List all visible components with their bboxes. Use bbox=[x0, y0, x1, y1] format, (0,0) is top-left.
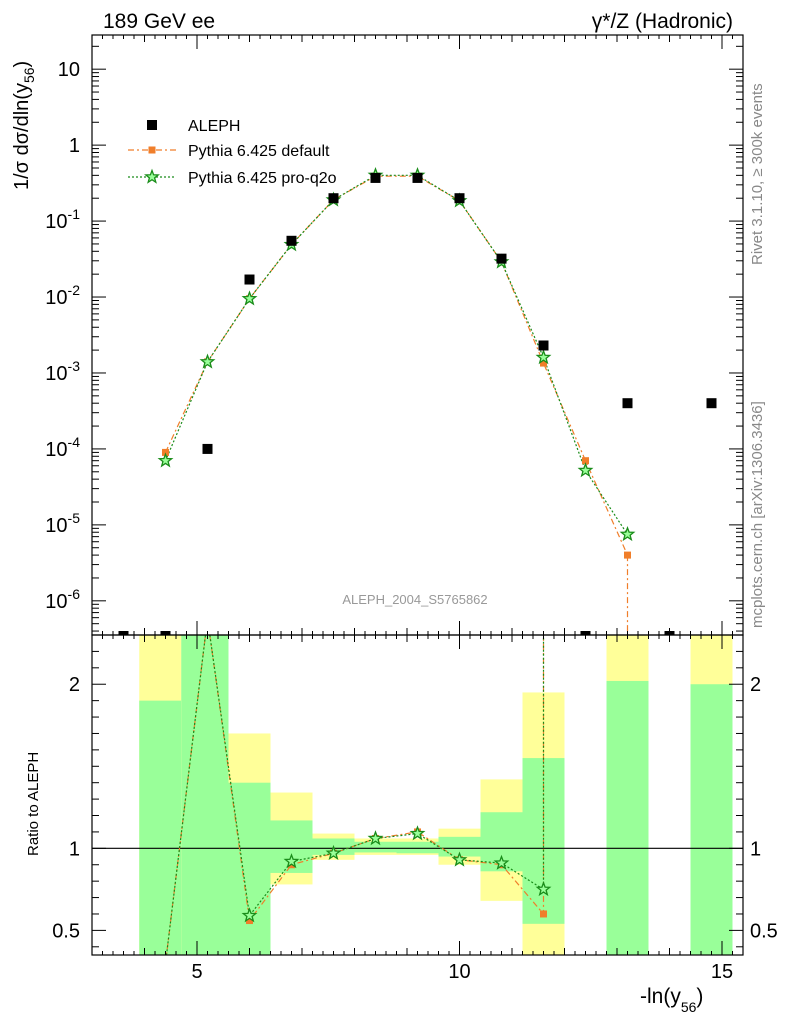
legend-marker-pythia-default bbox=[148, 146, 156, 154]
data-point-aleph bbox=[244, 274, 255, 285]
band-stat bbox=[354, 841, 397, 853]
data-point-pythia-proq2o bbox=[535, 349, 552, 365]
ratio-point-pythia-default bbox=[246, 917, 253, 925]
legend-marker-aleph bbox=[147, 120, 157, 130]
ratio-point-pythia-proq2o bbox=[535, 880, 552, 897]
data-point-pythia-default bbox=[624, 551, 631, 559]
ratio-y-tick-label-right: 0.5 bbox=[750, 920, 778, 942]
data-point-aleph bbox=[370, 172, 381, 183]
y-tick-label: 10-5 bbox=[45, 510, 80, 537]
legend-label: Pythia 6.425 default bbox=[188, 143, 330, 160]
band-stat bbox=[139, 700, 182, 955]
y-tick-label: 1 bbox=[69, 135, 80, 157]
watermark: ALEPH_2004_S5765862 bbox=[342, 592, 487, 607]
ratio-y-tick-label-right: 1 bbox=[750, 838, 761, 860]
series-line bbox=[164, 175, 629, 556]
data-point-pythia-default bbox=[582, 457, 589, 465]
ratio-series-group bbox=[165, 635, 552, 955]
legend-entry: Pythia 6.425 default bbox=[128, 143, 330, 160]
x-axis-label: -ln(y56) bbox=[640, 985, 703, 1015]
y-tick-label: 10 bbox=[58, 59, 80, 81]
data-point-aleph bbox=[538, 340, 549, 351]
ratio-series-line bbox=[165, 635, 545, 955]
band-stat bbox=[606, 680, 649, 955]
ratio-y-tick-label-right: 2 bbox=[750, 674, 761, 696]
ratio-series-line bbox=[165, 635, 545, 955]
legend-entry: Pythia 6.425 pro-q2o bbox=[128, 168, 337, 187]
x-tick-label: 15 bbox=[711, 961, 733, 983]
legend: ALEPH Pythia 6.425 default Pythia 6.425 pr… bbox=[128, 118, 337, 187]
rivet-label: Rivet 3.1.10, ≥ 300k events bbox=[749, 83, 766, 265]
ratio-band-group bbox=[139, 635, 733, 955]
y-tick-label: 10-3 bbox=[45, 358, 80, 385]
ratio-point-pythia-proq2o bbox=[283, 853, 300, 869]
data-point-aleph bbox=[202, 443, 213, 454]
mcplots-label: mcplots.cern.ch [arXiv:1306.3436] bbox=[749, 401, 766, 628]
data-point-pythia-proq2o bbox=[241, 290, 258, 306]
main-series-group bbox=[118, 166, 717, 635]
band-stat bbox=[181, 635, 229, 955]
data-point-pythia-proq2o bbox=[157, 452, 174, 468]
y-tick-label: 10-4 bbox=[45, 434, 80, 461]
legend-entry: ALEPH bbox=[147, 118, 240, 135]
data-point-pythia-proq2o bbox=[577, 462, 594, 478]
y-tick-label: 10-2 bbox=[45, 282, 80, 309]
data-point-aleph bbox=[412, 172, 423, 183]
tick-labels-group: 5 10 15 10 1 10-1 10-2 10-3 10-4 10-5 10-6 0.5 0.5 1 1… bbox=[45, 59, 778, 983]
y-tick-label: 10-6 bbox=[45, 586, 80, 613]
series-line bbox=[164, 174, 629, 535]
band-stat bbox=[396, 841, 439, 854]
ratio-point-pythia-default bbox=[540, 910, 547, 918]
ratio-point-pythia-proq2o bbox=[325, 844, 342, 861]
legend-marker-pythia-proq2o bbox=[144, 168, 160, 184]
band-stat bbox=[228, 782, 271, 955]
data-point-aleph bbox=[622, 398, 633, 409]
ratio-point-pythia-proq2o bbox=[409, 825, 426, 841]
band-stat bbox=[690, 684, 733, 955]
legend-label: ALEPH bbox=[188, 118, 240, 135]
data-point-pythia-proq2o bbox=[619, 525, 636, 542]
y-tick-label: 10-1 bbox=[45, 206, 80, 233]
main-y-axis-label: 1/σ dσ/dln(y56) bbox=[11, 61, 37, 190]
header-left: 189 GeV ee bbox=[103, 10, 215, 33]
ratio-point-pythia-proq2o bbox=[241, 907, 258, 923]
ratio-y-tick-label: 0.5 bbox=[52, 920, 80, 942]
ratio-point-pythia-proq2o bbox=[493, 854, 510, 870]
band-stat bbox=[438, 836, 481, 857]
data-point-aleph bbox=[454, 193, 465, 204]
ratio-y-axis-label: Ratio to ALEPH bbox=[25, 752, 42, 856]
x-tick-label: 5 bbox=[191, 961, 202, 983]
ticks-group bbox=[91, 35, 744, 955]
x-tick-label: 10 bbox=[448, 961, 470, 983]
data-point-aleph bbox=[328, 193, 339, 204]
data-point-aleph bbox=[706, 398, 717, 409]
data-point-aleph bbox=[286, 235, 297, 246]
header-right: γ*/Z (Hadronic) bbox=[592, 10, 733, 33]
ratio-point-pythia-proq2o bbox=[367, 830, 384, 846]
data-point-pythia-default bbox=[540, 359, 547, 367]
data-point-aleph bbox=[496, 253, 507, 264]
ratio-y-tick-label: 1 bbox=[69, 838, 80, 860]
legend-label: Pythia 6.425 pro-q2o bbox=[188, 170, 337, 187]
ratio-y-tick-label: 2 bbox=[69, 674, 80, 696]
data-point-pythia-proq2o bbox=[199, 353, 216, 369]
ratio-point-pythia-proq2o bbox=[451, 851, 468, 867]
